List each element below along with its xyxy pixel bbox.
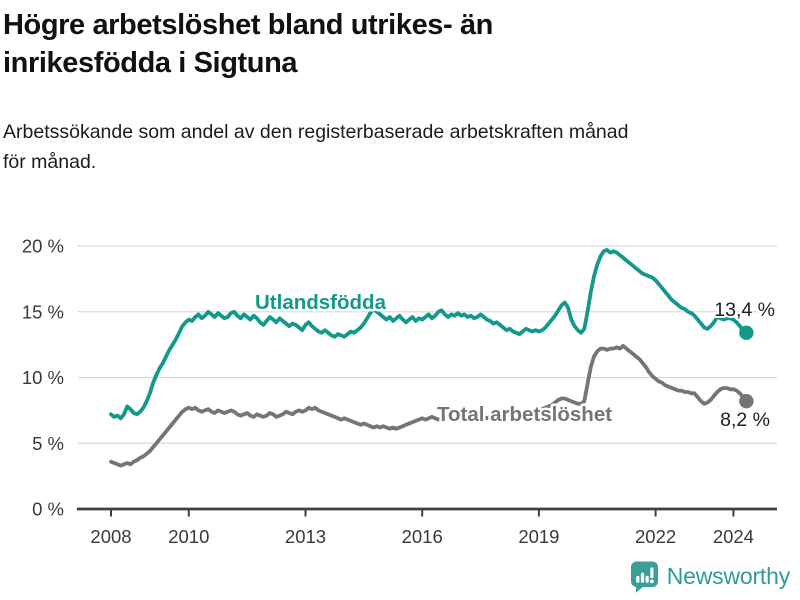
newsworthy-logo-text: Newsworthy	[666, 563, 790, 589]
y-tick-label: 15 %	[22, 301, 64, 322]
x-tick-label: 2013	[285, 526, 326, 547]
y-tick-label: 20 %	[22, 236, 64, 257]
series-line-utlandsfodda	[109, 247, 749, 421]
x-tick-label: 2019	[518, 526, 559, 547]
end-value-label-utlandsfodda: 13,4 %	[714, 299, 775, 321]
x-tick-label: 2024	[713, 526, 754, 547]
x-tick-label: 2022	[635, 526, 676, 547]
page-title-line-1: Högre arbetslöshet bland utrikes- än	[3, 9, 493, 41]
newsworthy-logo: Newsworthy	[629, 560, 790, 593]
x-tick-label: 2016	[402, 526, 443, 547]
page-title: Högre arbetslöshet bland utrikes- än inr…	[3, 6, 723, 82]
series-end-dot-utlandsfodda	[739, 325, 754, 340]
x-tick-label: 2008	[90, 526, 131, 547]
page-subtitle: Arbetssökande som andel av den registerb…	[3, 117, 763, 177]
bar-chart-speech-bubble-icon	[630, 561, 658, 593]
page-subtitle-line-2: för månad.	[3, 151, 97, 173]
series-line-total-arbetsloshet	[109, 343, 749, 468]
series-label-utlandsfodda: Utlandsfödda	[255, 291, 387, 314]
y-tick-label: 5 %	[32, 433, 64, 454]
page-title-line-2: inrikesfödda i Sigtuna	[3, 47, 298, 79]
y-tick-label: 10 %	[22, 367, 64, 388]
y-tick-label: 0 %	[32, 499, 64, 520]
end-value-label-total-arbetsloshet: 8,2 %	[720, 409, 770, 431]
series-label-total-arbetsloshet: Total arbetslöshet	[437, 403, 612, 426]
series-end-dot-total-arbetsloshet	[739, 393, 754, 409]
page-subtitle-line-1: Arbetssökande som andel av den registerb…	[3, 121, 629, 143]
x-tick-label: 2010	[168, 526, 209, 547]
